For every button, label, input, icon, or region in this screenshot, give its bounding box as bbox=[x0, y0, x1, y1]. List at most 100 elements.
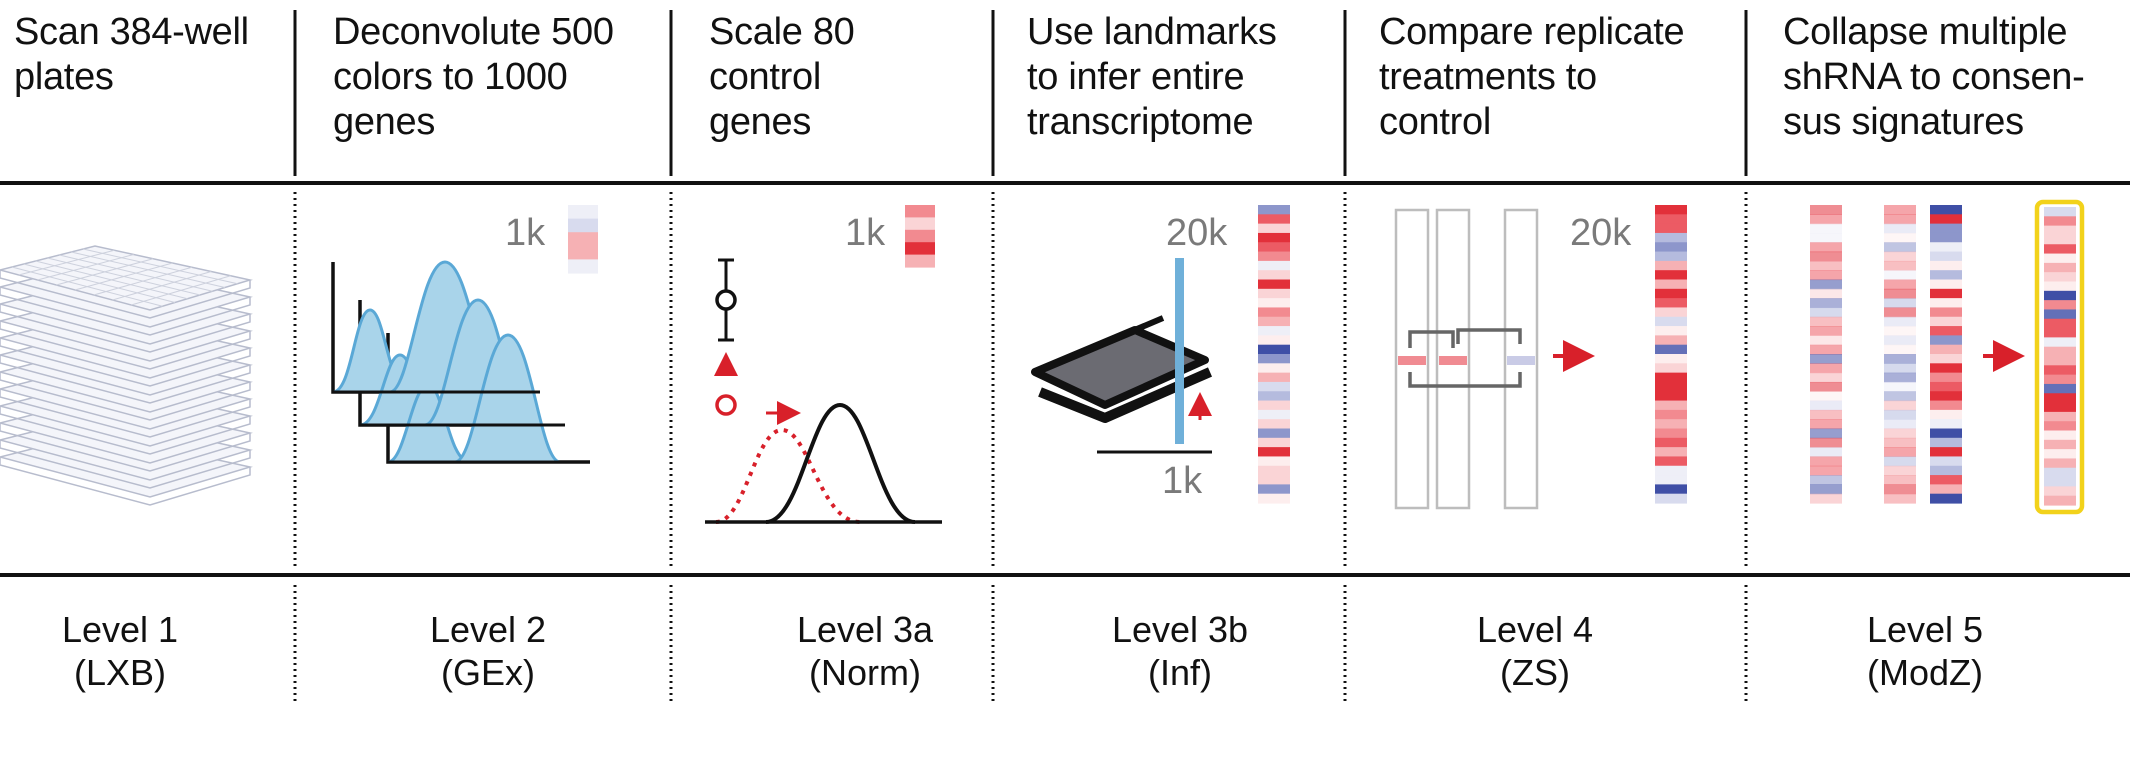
heatmap-cell bbox=[1258, 493, 1290, 504]
heatmap-cell bbox=[1258, 316, 1290, 327]
heatmap-cell bbox=[1655, 214, 1687, 225]
col1-level: Level 1 (LXB) bbox=[61, 609, 179, 693]
dotted-separators bbox=[293, 192, 1748, 705]
heatmap-cell bbox=[2044, 300, 2076, 311]
heatmap-cell bbox=[2044, 309, 2076, 320]
heatmap-cell bbox=[1810, 437, 1842, 448]
heatmap-cell bbox=[568, 205, 598, 220]
heatmap-cell bbox=[905, 217, 935, 231]
heatmap-cell bbox=[1655, 205, 1687, 215]
heatmap-cell bbox=[1258, 232, 1290, 243]
heatmap-cell bbox=[1810, 381, 1842, 392]
heatmap-cell bbox=[905, 242, 935, 256]
heatmap-cell bbox=[1258, 456, 1290, 467]
heatmap-cell bbox=[1930, 214, 1962, 225]
heatmap-cell bbox=[905, 254, 935, 268]
heatmap-cell bbox=[1810, 456, 1842, 467]
heatmap-strip-icon bbox=[1884, 205, 1916, 504]
heatmap-cell bbox=[1884, 251, 1916, 262]
heatmap-cell bbox=[1258, 381, 1290, 392]
heatmap-cell bbox=[1930, 400, 1962, 411]
heatmap-cell bbox=[1655, 363, 1687, 374]
heatmap-cell bbox=[1655, 232, 1687, 243]
heatmap-cell bbox=[1810, 372, 1842, 383]
heatmap-cell bbox=[1884, 419, 1916, 430]
heatmap-cell bbox=[1930, 307, 1962, 318]
heatmap-cell bbox=[1810, 400, 1842, 411]
heatmap-cell bbox=[1655, 419, 1687, 430]
heatmap-cell bbox=[1810, 279, 1842, 290]
heatmap-cell bbox=[1810, 251, 1842, 262]
heatmap-cell bbox=[1810, 260, 1842, 271]
heatmap-cell bbox=[1258, 270, 1290, 281]
heatmap-cell bbox=[1655, 484, 1687, 495]
heatmap-cell bbox=[1930, 391, 1962, 402]
heatmap-cell bbox=[568, 218, 598, 233]
heatmap-cell bbox=[1810, 465, 1842, 476]
heatmap-cell bbox=[1258, 205, 1290, 215]
heatmap-cell bbox=[2044, 393, 2076, 404]
col5-description: Compare replicate treatments to control bbox=[1379, 11, 1685, 143]
heatmap-cell bbox=[1258, 223, 1290, 234]
col4-size-label-bottom: 1k bbox=[1162, 460, 1203, 502]
heatmap-cell bbox=[2044, 411, 2076, 422]
heatmap-cell bbox=[1810, 326, 1842, 336]
heatmap-cell bbox=[2044, 225, 2076, 236]
heatmap-cell bbox=[1258, 354, 1290, 364]
heatmap-cell bbox=[1810, 270, 1842, 281]
heatmap-cell bbox=[2044, 430, 2076, 441]
heatmap-cell bbox=[1930, 232, 1962, 243]
heatmap-cell bbox=[1930, 251, 1962, 262]
heatmap-cell bbox=[1930, 223, 1962, 234]
heatmap-cell bbox=[1810, 316, 1842, 327]
heatmap-cell bbox=[568, 232, 598, 247]
col6-level: Level 5 (ModZ) bbox=[1866, 609, 1984, 693]
heatmap-cell bbox=[1258, 242, 1290, 253]
heatmap-cell bbox=[1655, 344, 1687, 355]
heatmap-cell bbox=[1884, 270, 1916, 281]
heatmap-cell bbox=[1655, 465, 1687, 476]
heatmap-cell bbox=[2044, 207, 2076, 217]
heatmap-cell bbox=[1810, 391, 1842, 402]
heatmap-cell bbox=[1884, 335, 1916, 346]
heatmap-cell bbox=[1930, 279, 1962, 290]
heatmap-cell bbox=[2044, 281, 2076, 292]
heatmap-cell bbox=[1655, 409, 1687, 420]
heatmap-cell bbox=[1258, 447, 1290, 458]
heatmap-cell bbox=[2044, 290, 2076, 301]
heatmap-cell bbox=[2044, 253, 2076, 264]
heatmap-cell bbox=[1655, 428, 1687, 439]
heatmap-cell bbox=[1930, 484, 1962, 495]
heatmap-cell bbox=[1884, 437, 1916, 448]
heatmap-cell bbox=[1930, 205, 1962, 215]
heatmap-cell bbox=[2044, 374, 2076, 385]
replicate-columns bbox=[1394, 208, 1539, 510]
heatmap-cell bbox=[1655, 288, 1687, 299]
heatmap-cell bbox=[1810, 288, 1842, 299]
heatmap-cell bbox=[1258, 298, 1290, 309]
heatmap-cell bbox=[1884, 288, 1916, 299]
normalization-curve-icon bbox=[705, 205, 942, 524]
heatmap-cell bbox=[1655, 456, 1687, 467]
heatmap-cell bbox=[1884, 456, 1916, 467]
heatmap-cell bbox=[1258, 214, 1290, 225]
heatmap-cell bbox=[1930, 409, 1962, 420]
heatmap-cell bbox=[2044, 356, 2076, 366]
col3-size-label: 1k bbox=[845, 212, 886, 254]
col4-level: Level 3b (Inf) bbox=[1111, 609, 1249, 693]
heatmap-cell bbox=[1884, 475, 1916, 485]
heatmap-cell bbox=[1884, 232, 1916, 243]
heatmap-strip-icon bbox=[1810, 205, 1842, 504]
heatmap-cell bbox=[1258, 428, 1290, 439]
col3-level: Level 3a (Norm) bbox=[796, 609, 934, 693]
heatmap-cell bbox=[1930, 270, 1962, 281]
heatmap-cell bbox=[1258, 391, 1290, 402]
heatmap-strip-icon bbox=[568, 205, 598, 274]
heatmap-cell bbox=[2044, 365, 2076, 376]
heatmap-cell bbox=[1655, 242, 1687, 253]
col2-description: Deconvolute 500 colors to 1000 genes bbox=[333, 11, 614, 143]
heatmap-cell bbox=[1655, 270, 1687, 281]
heatmap-cell bbox=[2044, 486, 2076, 497]
plate-stack-icon bbox=[0, 245, 253, 506]
